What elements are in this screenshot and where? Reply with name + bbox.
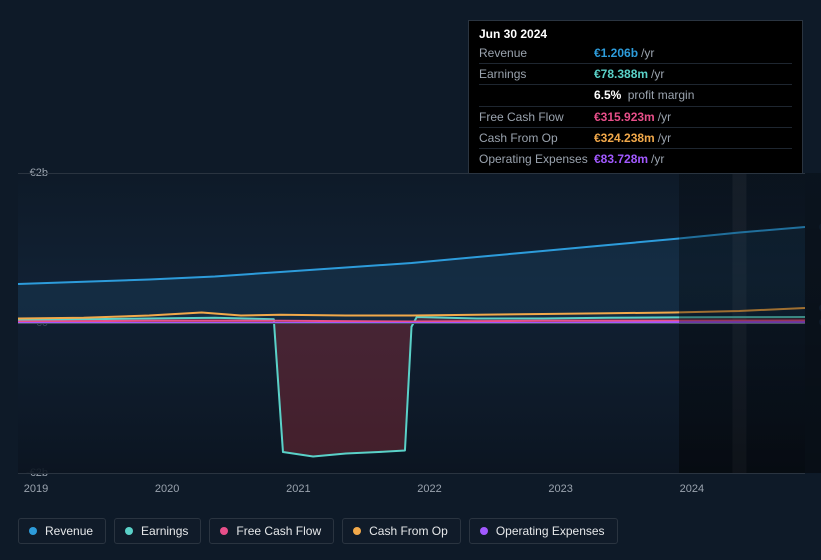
tooltip-row: Cash From Op€324.238m/yr [479, 127, 792, 148]
legend: Revenue Earnings Free Cash Flow Cash From O… [18, 518, 618, 544]
tooltip-row-label: Revenue [479, 45, 594, 61]
tooltip-date: Jun 30 2024 [479, 27, 792, 43]
legend-label: Revenue [45, 524, 93, 538]
legend-item-opex[interactable]: Operating Expenses [469, 518, 618, 544]
tooltip-margin-value: 6.5% [594, 88, 621, 102]
tooltip-row-unit: /yr [658, 110, 671, 124]
tooltip-row-label: Operating Expenses [479, 151, 594, 167]
tooltip-row-value: €1.206b [594, 46, 638, 60]
x-axis-label: 2022 [417, 483, 441, 495]
tooltip-row: Earnings€78.388m/yr [479, 63, 792, 84]
tooltip-row-label: Free Cash Flow [479, 109, 594, 125]
legend-label: Earnings [141, 524, 188, 538]
legend-dot-icon [220, 527, 228, 535]
legend-item-earnings[interactable]: Earnings [114, 518, 201, 544]
tooltip-row-unit: /yr [651, 152, 664, 166]
tooltip-row: Operating Expenses€83.728m/yr [479, 148, 792, 169]
legend-dot-icon [353, 527, 361, 535]
tooltip-row-label: Earnings [479, 66, 594, 82]
legend-item-revenue[interactable]: Revenue [18, 518, 106, 544]
legend-dot-icon [29, 527, 37, 535]
tooltip-margin-row: 6.5% profit margin [479, 84, 792, 105]
legend-dot-icon [480, 527, 488, 535]
x-axis-label: 2023 [548, 483, 572, 495]
tooltip-row: Free Cash Flow€315.923m/yr [479, 106, 792, 127]
tooltip-row-unit: /yr [641, 46, 654, 60]
tooltip-row-unit: /yr [651, 67, 664, 81]
legend-label: Cash From Op [369, 524, 448, 538]
legend-dot-icon [125, 527, 133, 535]
hover-tooltip: Jun 30 2024 Revenue€1.206b/yrEarnings€78… [468, 20, 803, 174]
x-axis-label: 2024 [680, 483, 704, 495]
gridline [18, 473, 805, 474]
x-axis-label: 2019 [24, 483, 48, 495]
tooltip-row-value: €78.388m [594, 67, 648, 81]
tooltip-row-value: €315.923m [594, 110, 655, 124]
x-axis-label: 2020 [155, 483, 179, 495]
legend-item-cfo[interactable]: Cash From Op [342, 518, 461, 544]
tooltip-row-unit: /yr [658, 131, 671, 145]
zero-gridline [18, 323, 805, 324]
tooltip-row-value: €324.238m [594, 131, 655, 145]
tooltip-margin-label: profit margin [624, 88, 694, 102]
tooltip-row-label: Cash From Op [479, 130, 594, 146]
x-axis-label: 2021 [286, 483, 310, 495]
legend-item-fcf[interactable]: Free Cash Flow [209, 518, 334, 544]
tooltip-row-value: €83.728m [594, 152, 648, 166]
legend-label: Free Cash Flow [236, 524, 321, 538]
legend-label: Operating Expenses [496, 524, 605, 538]
tooltip-row: Revenue€1.206b/yr [479, 43, 792, 63]
